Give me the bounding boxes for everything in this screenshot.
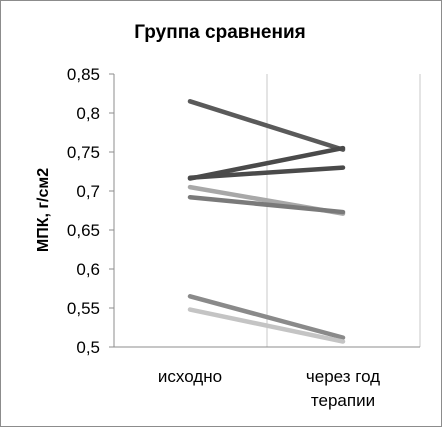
x-tick-label-line: терапии (311, 391, 375, 410)
y-tick-label: 0,7 (76, 182, 100, 201)
series-line-6 (187, 294, 346, 340)
y-axis-label: МПК, г/см2 (35, 168, 52, 252)
axes (109, 73, 420, 348)
y-tick-label: 0,55 (67, 299, 100, 318)
series-line-1 (187, 99, 346, 152)
y-tick-label: 0,75 (67, 143, 100, 162)
series-line-7 (187, 307, 346, 344)
x-tick-label: исходно (158, 367, 222, 386)
x-tick-labels: исходно через год терапии (158, 367, 380, 410)
y-tick-label: 0,8 (76, 104, 100, 123)
y-tick-label: 0,65 (67, 221, 100, 240)
series-line-3 (187, 165, 346, 180)
gridlines (266, 74, 421, 347)
y-tick-label: 0,6 (76, 260, 100, 279)
series-lines (187, 99, 346, 344)
x-tick-label-line: через год (306, 367, 380, 386)
series-line-5 (187, 194, 346, 215)
y-tick-labels: 0,5 0,55 0,6 0,65 0,7 0,75 0,8 0,85 (67, 65, 100, 357)
x-tick-label: через год терапии (306, 367, 380, 410)
chart-title: Группа сравнения (134, 22, 305, 43)
y-tick-label: 0,5 (76, 338, 100, 357)
series-line-2 (187, 145, 346, 181)
y-tick-label: 0,85 (67, 65, 100, 84)
x-tick-label-line: исходно (158, 367, 222, 386)
